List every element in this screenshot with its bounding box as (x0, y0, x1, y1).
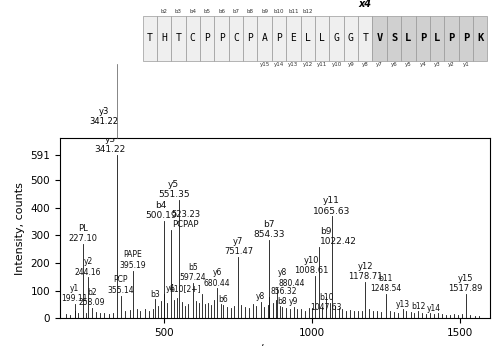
Text: b4: b4 (190, 9, 196, 14)
Text: K: K (477, 33, 484, 43)
Text: b5
597.24: b5 597.24 (180, 263, 206, 282)
Text: b11
1248.54: b11 1248.54 (370, 274, 402, 293)
Text: y4: y4 (420, 62, 426, 67)
Text: b7
854.33: b7 854.33 (253, 220, 284, 239)
Text: b6: b6 (218, 295, 228, 304)
Text: y5: y5 (405, 62, 412, 67)
Text: y7
751.47: y7 751.47 (224, 237, 253, 256)
Text: b4
500.19: b4 500.19 (145, 201, 176, 220)
Text: y11
1065.63: y11 1065.63 (313, 196, 350, 216)
Text: y12
1178.71: y12 1178.71 (348, 262, 382, 281)
Text: b8: b8 (247, 9, 254, 14)
Text: y3
341.22: y3 341.22 (90, 107, 118, 126)
Text: b2: b2 (160, 9, 168, 14)
Text: b10[2+]: b10[2+] (170, 284, 201, 293)
Text: G: G (334, 33, 340, 43)
Text: x4: x4 (359, 0, 372, 9)
Text: y4: y4 (166, 284, 175, 293)
Text: b7: b7 (232, 9, 239, 14)
Text: y2
244.16: y2 244.16 (74, 257, 101, 276)
Text: P: P (448, 33, 454, 43)
Text: y15
1517.89: y15 1517.89 (448, 274, 483, 293)
Text: P: P (204, 33, 210, 43)
Text: b9: b9 (261, 9, 268, 14)
Text: P: P (218, 33, 224, 43)
Text: y8
880.44: y8 880.44 (278, 268, 304, 288)
Text: L: L (406, 33, 411, 43)
Text: V: V (376, 33, 383, 43)
Text: P: P (420, 33, 426, 43)
Text: b5: b5 (204, 9, 210, 14)
Text: y13: y13 (288, 62, 298, 67)
Text: y8: y8 (362, 62, 368, 67)
Text: y1
199.11: y1 199.11 (62, 284, 88, 303)
Text: b3: b3 (175, 9, 182, 14)
Text: b8: b8 (278, 297, 287, 306)
Text: P: P (248, 33, 254, 43)
Text: C: C (233, 33, 239, 43)
Text: b10
1047.63: b10 1047.63 (310, 293, 342, 312)
Text: y7: y7 (376, 62, 383, 67)
Text: y2: y2 (448, 62, 455, 67)
Text: y3: y3 (434, 62, 440, 67)
Text: b9
1022.42: b9 1022.42 (320, 227, 357, 246)
Text: P: P (463, 33, 469, 43)
Text: b6: b6 (218, 9, 225, 14)
X-axis label: m/z, amu: m/z, amu (249, 344, 301, 346)
Text: b3: b3 (150, 290, 160, 299)
Text: y1: y1 (462, 62, 469, 67)
Text: y13: y13 (396, 300, 409, 309)
Text: b12: b12 (302, 9, 313, 14)
Text: y10: y10 (332, 62, 342, 67)
Text: PCP
355.14: PCP 355.14 (108, 275, 134, 295)
Text: T: T (362, 33, 368, 43)
Text: A: A (262, 33, 268, 43)
Text: b11: b11 (288, 9, 298, 14)
Text: b12: b12 (411, 302, 426, 311)
Text: y14: y14 (274, 62, 284, 67)
Text: y3
341.22: y3 341.22 (94, 135, 126, 154)
Text: y11: y11 (317, 62, 328, 67)
Text: y15: y15 (260, 62, 270, 67)
Text: H: H (161, 33, 167, 43)
Text: y14: y14 (427, 304, 442, 313)
Text: C: C (190, 33, 196, 43)
Text: PL
227.10: PL 227.10 (68, 224, 98, 243)
Text: 856.32: 856.32 (270, 287, 297, 296)
Text: G: G (348, 33, 354, 43)
Y-axis label: Intensity, counts: Intensity, counts (15, 182, 25, 275)
Text: y6: y6 (390, 62, 398, 67)
Text: 523.23
PCPAP: 523.23 PCPAP (172, 210, 201, 229)
Text: P: P (276, 33, 282, 43)
Text: E: E (290, 33, 296, 43)
Text: y9: y9 (289, 297, 298, 306)
Text: L: L (434, 33, 440, 43)
Text: T: T (176, 33, 182, 43)
Text: L: L (305, 33, 311, 43)
Text: y9: y9 (348, 62, 354, 67)
Text: L: L (319, 33, 325, 43)
Text: b2
258.09: b2 258.09 (79, 288, 106, 307)
Text: S: S (391, 33, 397, 43)
Text: y8: y8 (256, 292, 265, 301)
Text: PAPE
395.19: PAPE 395.19 (120, 251, 146, 270)
Text: b10: b10 (274, 9, 284, 14)
Text: y10
1008.61: y10 1008.61 (294, 256, 328, 275)
Text: y12: y12 (302, 62, 313, 67)
Text: T: T (146, 33, 152, 43)
Text: y6
680.44: y6 680.44 (204, 268, 231, 288)
Text: y5
551.35: y5 551.35 (158, 180, 190, 199)
